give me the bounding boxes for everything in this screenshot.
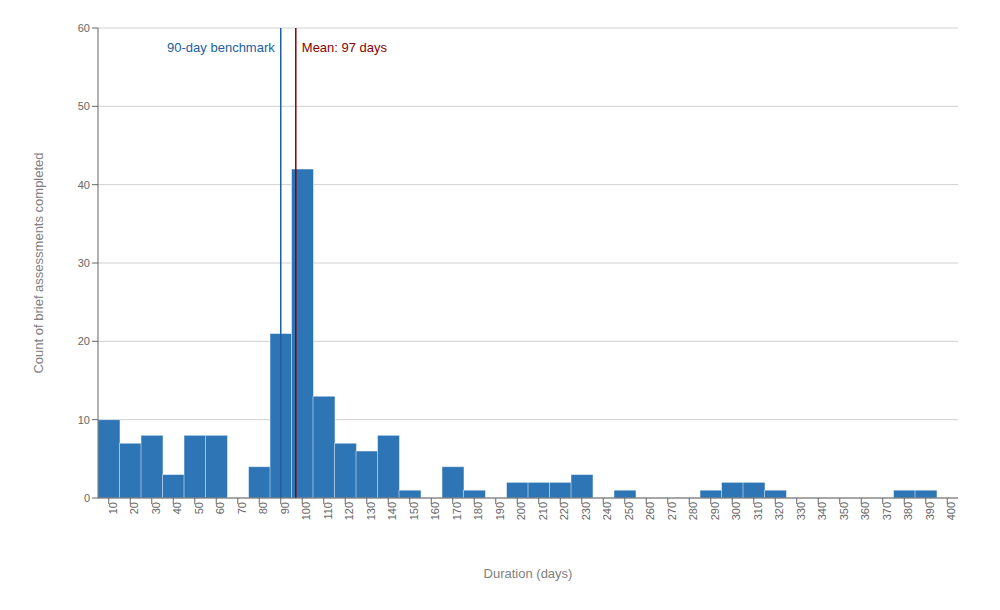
svg-text:110: 110 [322,502,334,520]
svg-text:400: 400 [945,502,957,520]
svg-text:160: 160 [429,502,441,520]
svg-text:20: 20 [78,335,90,347]
svg-text:250: 250 [623,502,635,520]
svg-text:Count of brief assessments com: Count of brief assessments completed [31,152,46,373]
svg-text:260: 260 [644,502,656,520]
svg-text:240: 240 [601,502,613,520]
svg-text:360: 360 [859,502,871,520]
svg-text:320: 320 [773,502,785,520]
svg-text:0: 0 [84,492,90,504]
svg-text:100: 100 [300,502,312,520]
svg-text:40: 40 [171,502,183,514]
svg-text:60: 60 [78,22,90,34]
svg-text:10: 10 [107,502,119,514]
svg-text:200: 200 [515,502,527,520]
svg-text:Duration (days): Duration (days) [484,566,573,581]
svg-text:380: 380 [902,502,914,520]
svg-text:20: 20 [128,502,140,514]
svg-text:180: 180 [472,502,484,520]
svg-text:280: 280 [687,502,699,520]
svg-text:120: 120 [343,502,355,520]
svg-text:80: 80 [257,502,269,514]
svg-text:190: 190 [494,502,506,520]
svg-text:50: 50 [193,502,205,514]
svg-text:300: 300 [730,502,742,520]
svg-text:370: 370 [881,502,893,520]
svg-text:70: 70 [236,502,248,514]
svg-text:210: 210 [537,502,549,520]
svg-text:60: 60 [214,502,226,514]
svg-text:90: 90 [279,502,291,514]
svg-text:390: 390 [924,502,936,520]
svg-text:90-day benchmark: 90-day benchmark [167,40,275,55]
svg-text:Mean: 97 days: Mean: 97 days [302,40,388,55]
svg-text:230: 230 [580,502,592,520]
svg-text:330: 330 [795,502,807,520]
svg-text:10: 10 [78,414,90,426]
svg-text:50: 50 [78,100,90,112]
svg-text:140: 140 [386,502,398,520]
svg-text:340: 340 [816,502,828,520]
svg-text:40: 40 [78,179,90,191]
svg-text:310: 310 [752,502,764,520]
svg-text:150: 150 [408,502,420,520]
svg-text:30: 30 [150,502,162,514]
svg-text:290: 290 [709,502,721,520]
svg-text:350: 350 [838,502,850,520]
svg-text:170: 170 [451,502,463,520]
svg-text:30: 30 [78,257,90,269]
svg-text:270: 270 [666,502,678,520]
svg-text:220: 220 [558,502,570,520]
svg-text:130: 130 [365,502,377,520]
